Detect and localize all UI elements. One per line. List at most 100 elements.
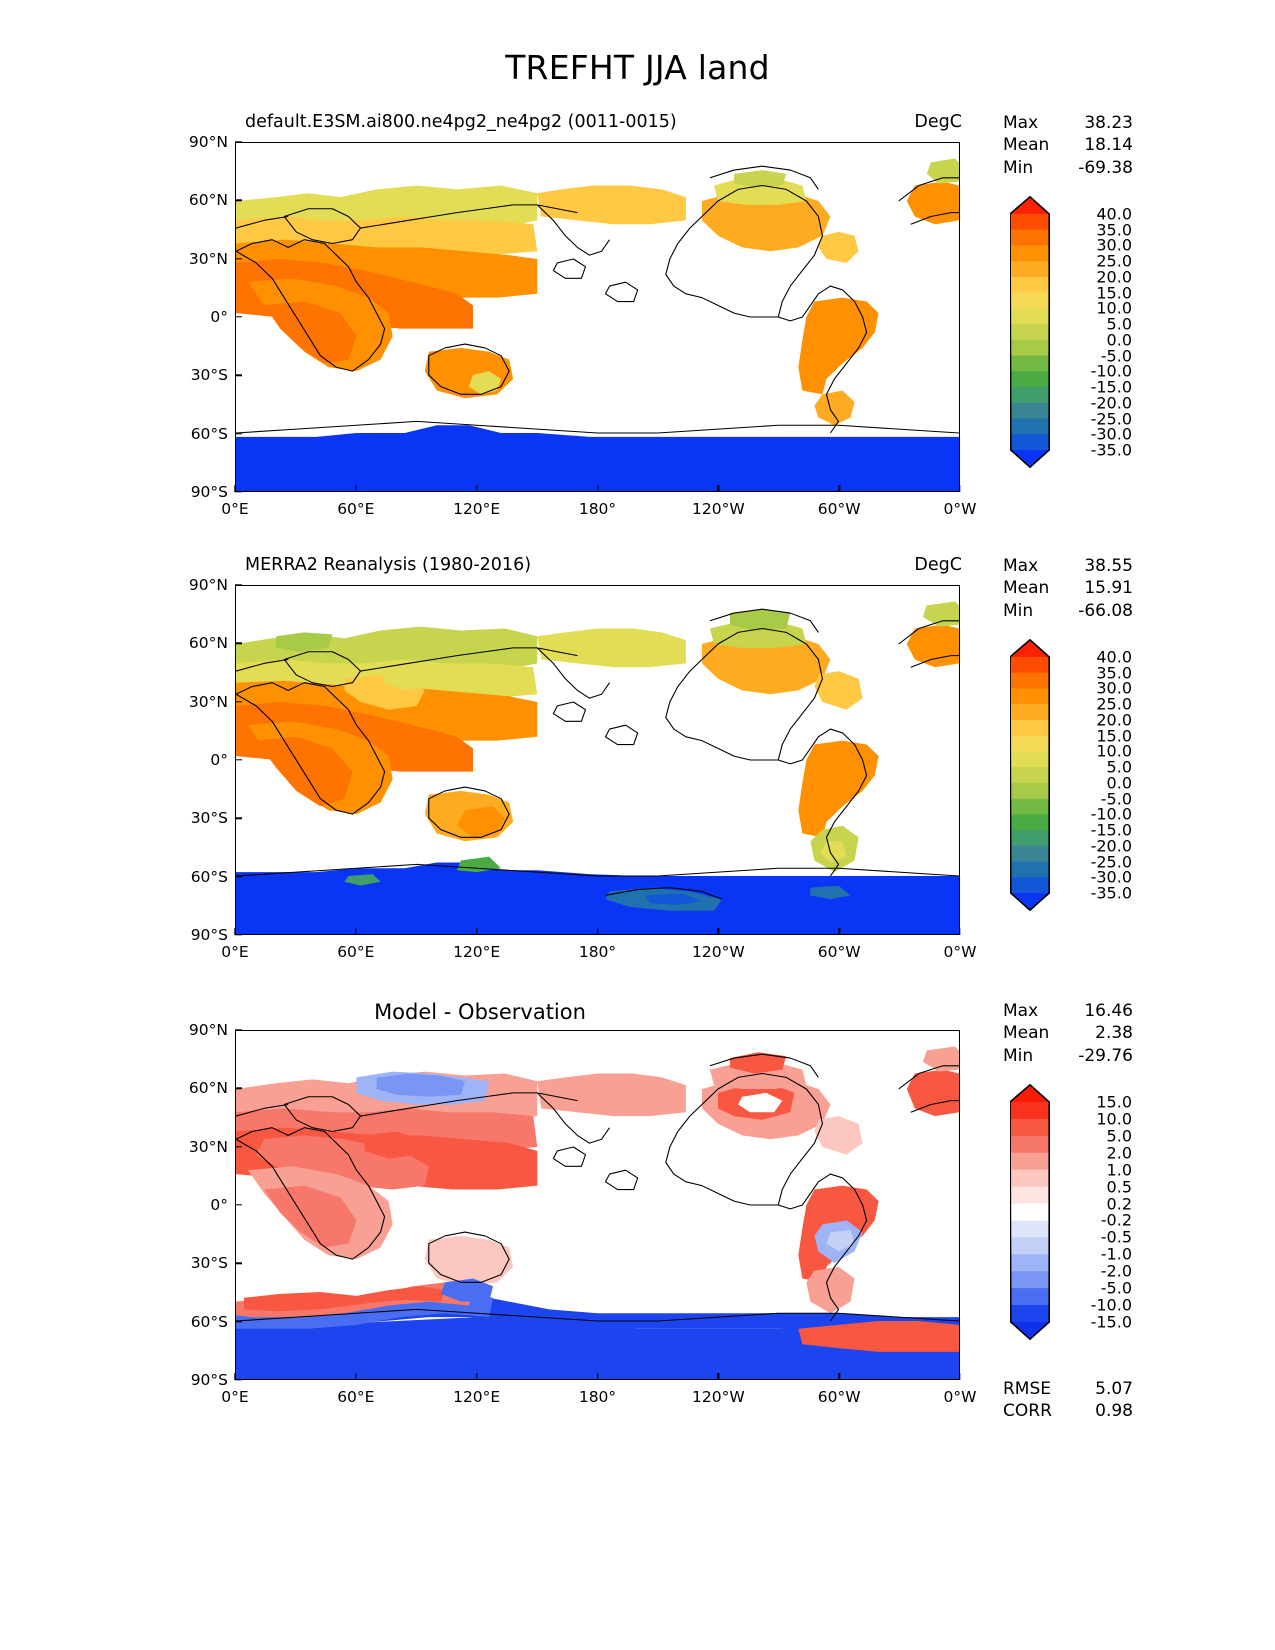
x-tick-label: 0°W — [943, 943, 977, 961]
panel-observation-title: MERRA2 Reanalysis (1980-2016) — [245, 555, 532, 575]
x-tick-mark — [838, 485, 840, 492]
x-tick-mark — [596, 1373, 599, 1380]
colorbar-tick-label: 40.0 — [1096, 204, 1132, 224]
colorbar-tick-label: -5.0 — [1100, 789, 1132, 809]
panel-model: default.E3SM.ai800.ne4pg2_ne4pg2 (0011-0… — [0, 112, 1275, 518]
map-difference-fills — [236, 1046, 959, 1379]
x-tick-label: 120°E — [453, 500, 501, 518]
x-tick-label: 120°W — [691, 943, 745, 961]
map-observation-frame — [235, 585, 960, 935]
y-tick-label: 30°S — [190, 366, 228, 385]
x-tick-label: 60°E — [337, 1388, 375, 1406]
y-tick-label: 90°N — [188, 576, 228, 594]
colorbar-tick-label: 25.0 — [1096, 251, 1132, 271]
x-tick-mark — [959, 1373, 961, 1380]
map-model: 90°N 60°N 30°N 0° 30°S 60°S 90°S 0°E 60°E 120°E 1… — [189, 133, 977, 518]
stat-mean-value: 15.91 — [1084, 578, 1133, 599]
stat-min-label: Min — [1003, 600, 1034, 621]
stat-mean-label: Mean — [1003, 135, 1050, 156]
y-tick-mark — [235, 1379, 242, 1381]
x-tick-mark — [717, 485, 720, 492]
y-tick-label: 30°N — [188, 1137, 228, 1156]
x-tick-label: 60°E — [337, 500, 375, 518]
stat-min-label: Min — [1003, 1045, 1034, 1066]
y-tick-mark — [235, 316, 242, 318]
x-tick-label: 180° — [578, 1388, 617, 1406]
y-tick-mark — [235, 1204, 242, 1206]
colorbar-tick-label: 10.0 — [1096, 1109, 1132, 1129]
colorbar-swatches — [1010, 196, 1050, 468]
colorbar-tick-labels: 40.0 35.0 30.0 25.0 20.0 15.0 10.0 5.0 0.0 -5.0 -1… — [1058, 639, 1140, 911]
footer-stats: RMSE 5.07 CORR 0.98 — [1003, 1378, 1133, 1423]
x-tick-mark — [475, 485, 478, 492]
colorbar-body: 40.0 35.0 30.0 25.0 20.0 15.0 10.0 5.0 0.0 -5.0 -1… — [1010, 639, 1132, 911]
colorbar-tick-label: 2.0 — [1106, 1143, 1132, 1163]
panel-model-units: DegC — [914, 112, 962, 132]
stats-difference: Max 16.46 Mean 2.38 Min -29.76 — [1003, 1000, 1133, 1067]
panel-observation-header: MERRA2 Reanalysis (1980-2016) DegC — [0, 555, 1275, 581]
x-tick-label: 60°E — [337, 943, 375, 961]
y-tick-mark — [235, 934, 242, 936]
y-tick-mark — [235, 642, 242, 645]
map-observation-fills — [236, 601, 959, 934]
x-tick-label: 0°W — [943, 500, 977, 518]
colorbar-tick-label: -25.0 — [1090, 852, 1132, 872]
y-tick-mark — [235, 584, 242, 586]
map-model-canvas — [236, 158, 959, 491]
map-observation-canvas — [236, 601, 959, 934]
x-tick-mark — [596, 485, 599, 492]
panel-observation: MERRA2 Reanalysis (1980-2016) DegC — [0, 555, 1275, 961]
colorbar-tick-label: -0.5 — [1100, 1227, 1132, 1247]
colorbar-tick-label: -10.0 — [1090, 361, 1132, 381]
colorbar-body: 15.0 10.0 5.0 2.0 1.0 0.5 0.2 -0.2 -0.5 -1.0 -2.0-… — [1010, 1084, 1132, 1340]
x-tick-label: 180° — [578, 500, 617, 518]
y-tick-mark — [235, 1145, 242, 1148]
y-tick-mark — [235, 759, 242, 761]
panel-observation-units: DegC — [914, 555, 962, 575]
y-tick-label: 90°N — [188, 133, 228, 151]
x-tick-mark — [717, 1373, 720, 1380]
colorbar-tick-label: -15.0 — [1090, 377, 1132, 397]
y-tick-label: 60°S — [190, 1312, 228, 1331]
colorbar-tick-label: -20.0 — [1090, 836, 1132, 856]
map-difference: 90°N 60°N 30°N 0° 30°S 60°S 90°S 0°E 60°E 120°E 1… — [189, 1021, 977, 1406]
x-tick-mark — [475, 928, 478, 935]
x-tick-label: 120°W — [691, 500, 745, 518]
colorbar-tick-label: -25.0 — [1090, 409, 1132, 429]
x-tick-label: 0°E — [221, 1388, 249, 1406]
y-tick-label: 60°S — [190, 424, 228, 443]
x-tick-mark — [355, 928, 357, 935]
stat-min-value: -29.76 — [1078, 1045, 1133, 1066]
map-observation-coastlines — [236, 608, 959, 900]
colorbar-tick-label: 25.0 — [1096, 694, 1132, 714]
colorbar-tick-label: -15.0 — [1090, 820, 1132, 840]
colorbar-tick-label: 0.0 — [1106, 330, 1132, 350]
colorbar-tick-label: 35.0 — [1096, 663, 1132, 683]
stat-mean-label: Mean — [1003, 578, 1050, 599]
y-tick-mark — [235, 257, 242, 260]
y-tick-label: 0° — [210, 1196, 228, 1214]
y-tick-mark — [235, 875, 242, 878]
y-tick-label: 60°N — [188, 1079, 228, 1098]
colorbar-tick-label: 40.0 — [1096, 647, 1132, 667]
y-tick-mark — [235, 491, 242, 493]
x-tick-mark — [959, 485, 961, 492]
stat-mean-value: 18.14 — [1084, 135, 1133, 156]
colorbar-tick-label: 0.5 — [1106, 1177, 1132, 1197]
colorbar-tick-label: 15.0 — [1096, 726, 1132, 746]
y-tick-label: 90°S — [190, 483, 228, 501]
y-tick-label: 30°S — [190, 1254, 228, 1273]
y-tick-label: 30°S — [190, 809, 228, 828]
y-tick-mark — [235, 199, 242, 202]
stat-mean-value: 2.38 — [1095, 1023, 1133, 1044]
x-tick-mark — [838, 928, 840, 935]
map-difference-coastlines — [236, 1053, 959, 1322]
colorbar-tick-label: -15.0 — [1090, 1312, 1132, 1332]
colorbar-tick-label: -10.0 — [1090, 1295, 1132, 1315]
y-tick-mark — [235, 1087, 242, 1090]
stat-min-value: -69.38 — [1078, 157, 1133, 178]
colorbar-tick-label: 15.0 — [1096, 283, 1132, 303]
x-tick-label: 120°E — [453, 943, 501, 961]
map-model-coastlines — [236, 165, 959, 434]
colorbar-tick-label: 15.0 — [1096, 1092, 1132, 1112]
